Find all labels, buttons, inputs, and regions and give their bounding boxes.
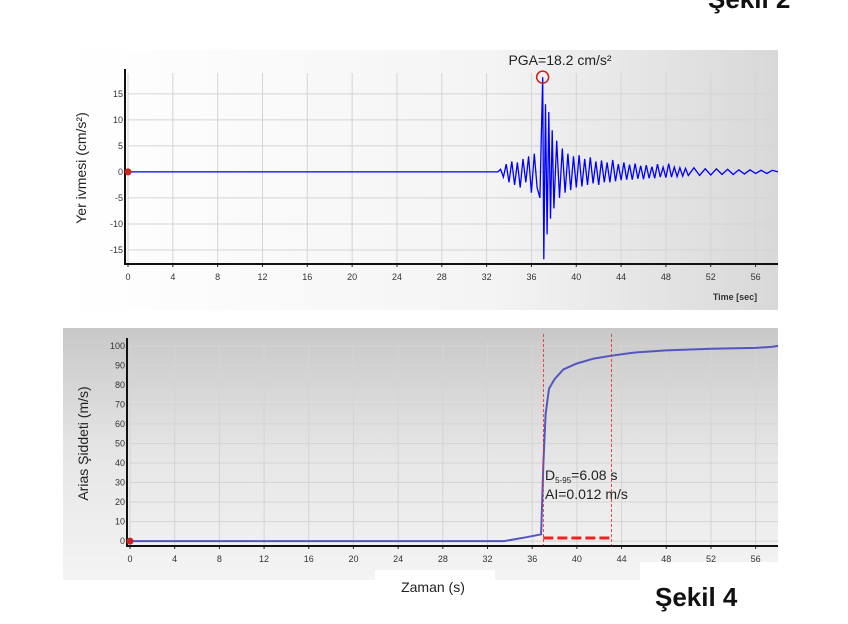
y-tick-label: 0 — [118, 167, 123, 177]
duration-annotation: D5-95=6.08 s — [545, 467, 617, 485]
y-tick-label: 30 — [115, 478, 125, 488]
panel-background — [63, 328, 778, 580]
y-tick-label: 15 — [113, 89, 123, 99]
x-tick-label: 36 — [526, 272, 536, 282]
x-axis-label: Time [sec] — [713, 292, 757, 302]
label-backdrop — [640, 562, 780, 602]
origin-marker — [124, 168, 132, 176]
x-tick-label: 4 — [172, 554, 177, 564]
x-tick-label: 0 — [127, 554, 132, 564]
x-tick-label: 44 — [616, 272, 626, 282]
series-line — [130, 344, 779, 543]
acceleration-chart: 0 4 8 12 16 20 24 28 32 36 40 44 48 52 56-15-10-505101… — [63, 50, 779, 310]
x-tick-label: 48 — [661, 554, 671, 564]
x-tick-label: 16 — [304, 554, 314, 564]
x-tick-label: 12 — [257, 272, 267, 282]
pga-annotation: PGA=18.2 cm/s² — [508, 52, 611, 68]
y-axis-label: Yer ivmesi (cm/s²) — [73, 112, 89, 224]
y-tick-label: -10 — [110, 219, 123, 229]
x-tick-label: 32 — [483, 554, 493, 564]
x-tick-label: 52 — [706, 272, 716, 282]
y-tick-label: 20 — [115, 497, 125, 507]
x-tick-label: 12 — [259, 554, 269, 564]
label-backdrop — [375, 570, 495, 600]
x-tick-label: 16 — [302, 272, 312, 282]
x-tick-label: 40 — [571, 272, 581, 282]
x-tick-label: 32 — [482, 272, 492, 282]
x-axis-label: Zaman (s) — [401, 579, 465, 595]
x-tick-label: 20 — [348, 554, 358, 564]
y-tick-label: -15 — [110, 245, 123, 255]
series-line — [128, 77, 779, 260]
figure-label-top: Şekil 2 — [708, 0, 790, 14]
x-tick-label: 56 — [751, 272, 761, 282]
x-tick-label: 24 — [393, 554, 403, 564]
x-tick-label: 48 — [661, 272, 671, 282]
y-tick-label: 50 — [115, 439, 125, 449]
x-tick-label: 8 — [217, 554, 222, 564]
panel-background — [63, 50, 778, 310]
x-tick-label: 0 — [125, 272, 130, 282]
x-tick-label: 4 — [170, 272, 175, 282]
annotation-part-sub: 5-95 — [555, 476, 572, 485]
y-tick-label: 10 — [115, 517, 125, 527]
pga-marker — [535, 70, 550, 84]
y-tick-label: 10 — [113, 115, 123, 125]
arias-annotation: AI=0.012 m/s — [545, 486, 628, 502]
x-tick-label: 56 — [751, 554, 761, 564]
y-tick-label: 90 — [115, 360, 125, 370]
x-tick-label: 24 — [392, 272, 402, 282]
figure-label-bottom: Şekil 4 — [655, 582, 738, 612]
x-tick-label: 36 — [527, 554, 537, 564]
x-tick-label: 28 — [437, 272, 447, 282]
y-tick-label: 70 — [115, 399, 125, 409]
x-tick-label: 40 — [572, 554, 582, 564]
x-tick-label: 20 — [347, 272, 357, 282]
origin-marker — [126, 537, 134, 545]
annotation-part-rest: =6.08 s — [571, 467, 617, 483]
y-tick-label: 5 — [118, 141, 123, 151]
y-tick-label: 40 — [115, 458, 125, 468]
y-axis-label: Arias Şiddeti (m/s) — [75, 386, 91, 500]
y-tick-label: 0 — [120, 536, 125, 546]
y-tick-label: 100 — [110, 341, 125, 351]
x-tick-label: 28 — [438, 554, 448, 564]
x-tick-label: 8 — [215, 272, 220, 282]
arias-chart: 0 4 8 12 16 20 24 28 32 36 40 44 48 52 560102030405060… — [63, 328, 780, 602]
y-tick-label: 80 — [115, 380, 125, 390]
y-tick-label: 60 — [115, 419, 125, 429]
x-tick-label: 44 — [617, 554, 627, 564]
annotation-part-main: D — [545, 467, 555, 483]
y-tick-label: -5 — [115, 193, 123, 203]
x-tick-label: 52 — [706, 554, 716, 564]
